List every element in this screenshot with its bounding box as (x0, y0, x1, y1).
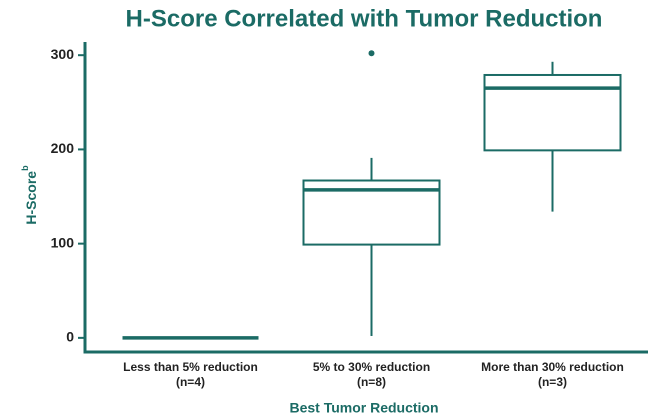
chart-title: H-Score Correlated with Tumor Reduction (126, 5, 603, 32)
x-tick-label: (n=3) (538, 375, 567, 389)
x-tick-label: (n=4) (176, 375, 205, 389)
y-axis-label-text: H-Score (23, 171, 39, 225)
y-axis-label: H-Scoreb (20, 165, 38, 225)
y-tick-label: 0 (66, 329, 74, 345)
x-tick-label: Less than 5% reduction (123, 360, 258, 374)
box (483, 73, 622, 152)
x-tick-label: (n=8) (357, 375, 386, 389)
outlier (368, 50, 375, 57)
y-tick-label: 300 (51, 46, 75, 62)
x-axis-label: Best Tumor Reduction (289, 400, 438, 416)
y-tick-label: 100 (51, 234, 75, 250)
box (302, 179, 441, 246)
y-axis-label-superscript: b (20, 165, 30, 171)
y-tick-label: 200 (51, 140, 75, 156)
x-tick-label: More than 30% reduction (481, 360, 624, 374)
x-tick-label: 5% to 30% reduction (313, 360, 430, 374)
